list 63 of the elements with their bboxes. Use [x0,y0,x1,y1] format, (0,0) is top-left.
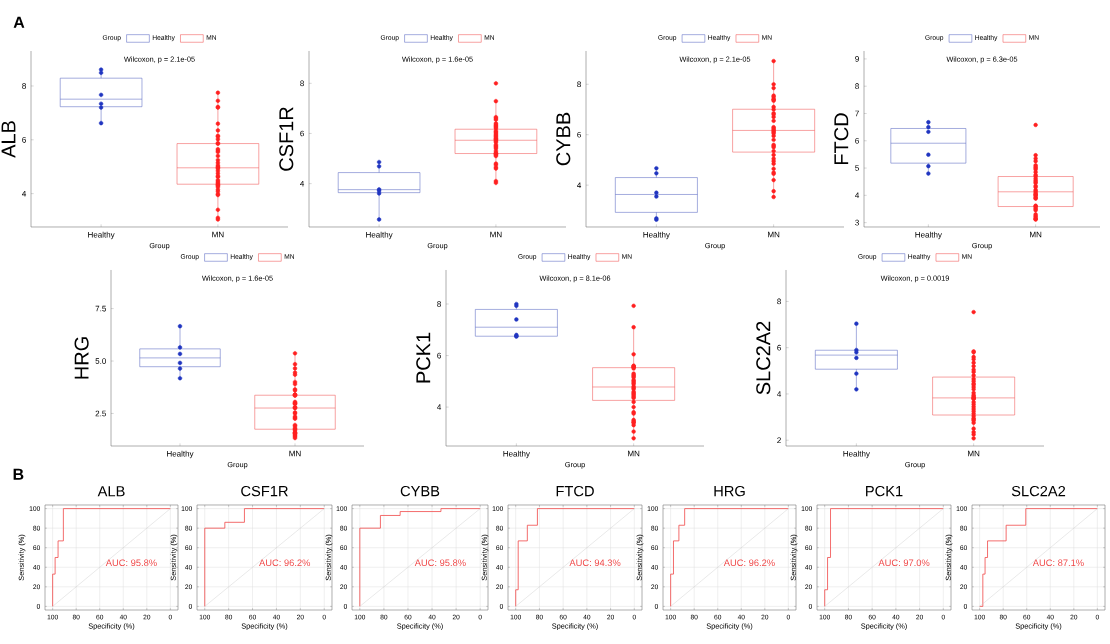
annotation: AUC: 87.1% [1032,559,1084,567]
y-tick-label: 8 [777,298,781,305]
y-tick-label: 6 [300,130,304,137]
y-tick-label: 6 [22,136,26,143]
y-tick-label: 5.0 [95,358,106,364]
x-tick-label: MN [490,231,502,238]
x-tick-label: Healthy [915,231,942,240]
y-tick-label: 6 [577,131,581,138]
x-tick-label: MN [1030,231,1042,238]
x-tick-label: Healthy [643,231,670,240]
y-tick-label: 8 [22,83,26,89]
y-axis-title: PCK1 [416,332,431,383]
x-tick-label: MN [768,231,780,238]
y-tick-label: 5 [855,165,859,171]
y-tick-label: 6 [855,137,859,144]
y-tick-label: 8 [855,83,859,90]
x-tick-label: MN [968,450,980,457]
annotation: AUC: 95.8% [414,559,466,567]
y-tick-label: 6 [777,344,781,351]
x-tick-label: Healthy [366,231,393,240]
y-tick-label: 4 [300,180,305,187]
chart-title: HRG [714,485,745,497]
text: B [13,468,24,480]
x-tick-label: Healthy [843,450,870,459]
y-axis-title: CYBB [556,112,571,166]
y-tick-label: 4 [855,192,860,199]
y-axis-title: HRG [74,337,89,379]
chart-title: PCK1 [866,485,903,497]
chart-title: ALB [97,486,125,497]
y-tick-label: 4 [577,182,582,188]
text: A [13,16,25,28]
x-tick-label: MN [289,450,301,457]
y-tick-label: 3 [855,219,859,226]
x-tick-label: Healthy [88,231,115,240]
annotation: AUC: 95.8% [105,559,157,567]
y-tick-label: 9 [855,56,859,62]
y-axis-title: CSF1R [279,107,294,171]
y-axis-title: SLC2A2 [756,321,771,395]
annotation: AUC: 94.3% [569,559,621,567]
y-axis-title: FTCD [834,113,849,165]
chart-title: CSF1R [241,485,288,497]
annotation: AUC: 96.2% [723,559,775,567]
chart-title: CYBB [400,485,440,497]
y-tick-label: 7.5 [95,305,106,312]
y-tick-label: 4 [777,391,782,397]
x-tick-label: Healthy [503,450,530,459]
x-tick-label: MN [628,450,640,457]
annotation: AUC: 96.2% [259,559,311,567]
chart-title: SLC2A2 [1011,485,1066,497]
y-tick-label: 4 [22,190,27,197]
x-tick-label: MN [212,231,224,238]
y-tick-label: 8 [300,80,304,87]
annotation: AUC: 97.0% [878,559,930,567]
x-tick-label: Healthy [167,450,194,459]
y-tick-label: 8 [437,301,441,307]
y-tick-label: 8 [577,81,581,88]
y-tick-label: 7 [855,110,859,117]
y-tick-label: 4 [437,404,442,410]
y-tick-label: 2.5 [95,410,106,417]
y-axis-title: ALB [1,121,16,158]
chart-title: FTCD [556,485,594,497]
y-tick-label: 6 [437,352,441,359]
y-tick-label: 2 [777,437,781,444]
